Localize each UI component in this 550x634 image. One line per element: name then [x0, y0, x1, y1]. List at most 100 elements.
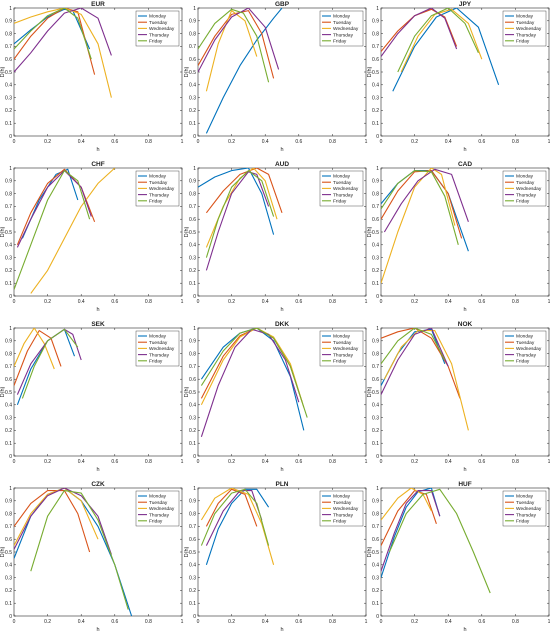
- y-tick-label: 0.4: [372, 403, 379, 409]
- chart-panel-sek: 0 0.1 0.2 0.3 0.4 0.5 0.6 0.7 0.8 0.9 1 0 0.2 0.4 0.6 0…: [0, 321, 184, 473]
- series-line-friday: [30, 490, 129, 610]
- legend-label: Wednesday: [333, 506, 359, 512]
- y-tick-label: 1: [376, 326, 379, 332]
- legend-label: Friday: [516, 199, 530, 205]
- y-tick-label: 0.7: [5, 44, 12, 50]
- legend-label: Wednesday: [149, 346, 175, 352]
- x-tick-label: 1: [181, 619, 184, 625]
- y-tick-label: 0.7: [372, 364, 379, 370]
- x-tick-label: 0.6: [478, 299, 485, 305]
- x-tick-label: 0.2: [228, 459, 235, 465]
- y-axis-label: D(h): [184, 66, 190, 77]
- x-tick-label: 0.8: [512, 299, 519, 305]
- y-tick-label: 0.9: [189, 19, 196, 25]
- x-tick-label: 0.2: [411, 299, 418, 305]
- y-tick-label: 0.6: [372, 537, 379, 543]
- x-tick-label: 0: [197, 139, 200, 145]
- x-tick-label: 0: [13, 459, 16, 465]
- y-tick-label: 0.5: [372, 230, 379, 236]
- y-tick-label: 0.5: [5, 230, 12, 236]
- x-tick-label: 0.4: [445, 299, 452, 305]
- y-tick-label: 0.2: [372, 428, 379, 434]
- x-tick-label: 0.6: [111, 459, 118, 465]
- y-tick-label: 0: [9, 294, 12, 300]
- y-axis-label: D(h): [184, 546, 190, 557]
- x-tick-label: 1: [365, 299, 368, 305]
- chart-panel-huf: 0 0.1 0.2 0.3 0.4 0.5 0.6 0.7 0.8 0.9 1 0 0.2 0.4 0.6 0…: [367, 481, 550, 633]
- series-line-friday: [200, 488, 270, 546]
- y-tick-label: 0.3: [372, 95, 379, 101]
- y-tick-label: 0.3: [372, 255, 379, 261]
- legend-label: Wednesday: [516, 506, 542, 512]
- legend-label: Thursday: [333, 352, 354, 358]
- series-group: [198, 8, 283, 134]
- y-tick-label: 0.1: [5, 601, 12, 607]
- y-tick-label: 0.6: [189, 377, 196, 383]
- x-tick-label: 0.2: [44, 139, 51, 145]
- y-tick-label: 1: [9, 166, 12, 172]
- series-line-friday: [381, 328, 446, 365]
- y-tick-label: 0.8: [372, 351, 379, 357]
- y-tick-label: 0: [9, 454, 12, 460]
- y-tick-label: 0: [376, 134, 379, 140]
- y-tick-label: 0.3: [5, 255, 12, 261]
- y-tick-label: 0.5: [189, 550, 196, 556]
- legend-label: Wednesday: [516, 346, 542, 352]
- y-tick-label: 0.5: [189, 390, 196, 396]
- legend-label: Monday: [149, 494, 167, 500]
- y-axis-label: D(h): [0, 386, 6, 397]
- x-tick-label: 0.6: [478, 139, 485, 145]
- legend-label: Wednesday: [149, 506, 175, 512]
- legend-label: Monday: [516, 334, 534, 340]
- y-tick-label: 0.4: [5, 403, 12, 409]
- x-tick-label: 0.4: [262, 299, 269, 305]
- y-axis-label: D(h): [0, 226, 6, 237]
- y-tick-label: 0.9: [5, 19, 12, 25]
- x-tick-label: 0.6: [111, 139, 118, 145]
- legend-label: Thursday: [516, 352, 537, 358]
- x-tick-label: 0.4: [78, 299, 85, 305]
- x-tick-label: 0.4: [262, 459, 269, 465]
- y-tick-label: 1: [376, 486, 379, 492]
- x-tick-label: 1: [181, 299, 184, 305]
- series-group: [200, 488, 275, 565]
- y-tick-label: 0.8: [5, 511, 12, 517]
- y-tick-label: 0.8: [189, 31, 196, 37]
- x-tick-label: 0.8: [329, 619, 336, 625]
- legend-label: Tuesday: [333, 500, 352, 506]
- x-axis-label: h: [280, 147, 283, 153]
- series-line-thursday: [383, 168, 469, 233]
- y-tick-label: 0.7: [372, 524, 379, 530]
- x-tick-label: 0.6: [111, 299, 118, 305]
- series-group: [14, 328, 82, 405]
- y-tick-label: 0.5: [5, 70, 12, 76]
- legend-label: Tuesday: [149, 340, 168, 346]
- legend-label: Monday: [333, 334, 351, 340]
- y-tick-label: 0.9: [189, 339, 196, 345]
- x-tick-label: 0.2: [44, 299, 51, 305]
- y-tick-label: 0.6: [189, 57, 196, 63]
- y-axis-label: D(h): [184, 226, 190, 237]
- legend-label: Friday: [333, 519, 347, 525]
- x-tick-label: 0.2: [44, 459, 51, 465]
- legend-label: Tuesday: [516, 500, 535, 506]
- y-tick-label: 0.7: [372, 44, 379, 50]
- x-tick-label: 1: [365, 459, 368, 465]
- series-line-tuesday: [14, 330, 62, 386]
- y-tick-label: 1: [193, 486, 196, 492]
- legend-label: Monday: [333, 494, 351, 500]
- legend-label: Monday: [333, 14, 351, 20]
- y-axis-label: D(h): [367, 66, 373, 77]
- legend-label: Thursday: [149, 32, 170, 38]
- x-axis-label: h: [96, 147, 99, 153]
- x-tick-label: 1: [548, 459, 550, 465]
- x-tick-label: 0.6: [111, 619, 118, 625]
- y-tick-label: 0.7: [372, 204, 379, 210]
- legend-label: Friday: [333, 359, 347, 365]
- y-tick-label: 0.4: [189, 403, 196, 409]
- series-line-thursday: [381, 490, 441, 572]
- series-line-friday: [200, 328, 308, 418]
- x-tick-label: 0.4: [78, 139, 85, 145]
- series-group: [381, 8, 500, 92]
- y-tick-label: 0.9: [372, 339, 379, 345]
